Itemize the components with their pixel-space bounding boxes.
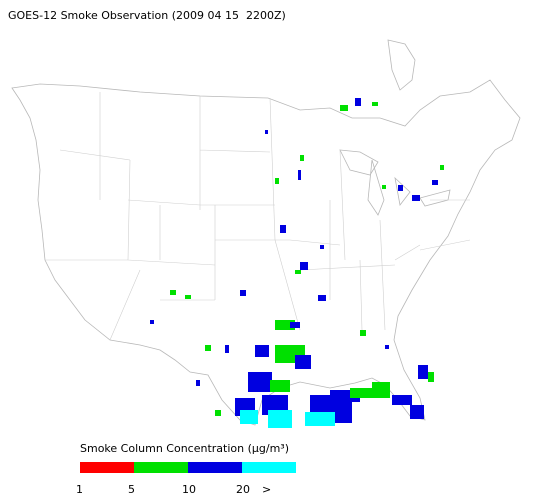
- smoke-cluster: [280, 225, 286, 233]
- smoke-cluster: [350, 388, 390, 398]
- smoke-cluster: [372, 102, 378, 106]
- smoke-cluster: [440, 165, 444, 170]
- legend-swatch: [188, 462, 242, 473]
- smoke-cluster: [428, 372, 434, 382]
- smoke-cluster: [385, 345, 389, 349]
- smoke-cluster: [398, 185, 403, 191]
- state-lines: [45, 92, 471, 341]
- smoke-cluster: [275, 178, 279, 184]
- smoke-cluster: [295, 270, 301, 274]
- map-title: GOES-12 Smoke Observation (2009 04 15 22…: [8, 9, 286, 22]
- legend-tick-label: 10: [182, 483, 196, 496]
- legend-swatch: [80, 462, 134, 473]
- smoke-cluster: [298, 170, 301, 180]
- smoke-cluster: [382, 185, 386, 189]
- smoke-cluster: [412, 195, 420, 201]
- smoke-cluster: [360, 330, 366, 336]
- legend-colorbar: 1 5 10 20: [76, 462, 296, 496]
- smoke-pixels: [150, 98, 444, 428]
- legend-overflow-label: >: [262, 483, 271, 496]
- smoke-cluster: [372, 382, 390, 390]
- smoke-cluster: [418, 365, 428, 379]
- smoke-cluster: [255, 345, 269, 357]
- smoke-cluster: [268, 410, 292, 428]
- smoke-cluster: [318, 295, 326, 301]
- legend-tick-label: 20: [236, 483, 250, 496]
- smoke-cluster: [205, 345, 211, 351]
- legend-swatch: [242, 462, 296, 473]
- smoke-cluster: [270, 380, 290, 392]
- smoke-cluster: [225, 345, 229, 353]
- smoke-cluster: [300, 155, 304, 161]
- lakes-canada: [339, 39, 451, 216]
- smoke-cluster: [196, 380, 200, 386]
- smoke-cluster: [240, 410, 258, 424]
- smoke-cluster: [248, 372, 272, 392]
- smoke-cluster: [410, 405, 424, 419]
- smoke-cluster: [185, 295, 191, 299]
- smoke-cluster: [275, 320, 295, 330]
- smoke-cluster: [340, 105, 348, 111]
- smoke-cluster: [300, 262, 308, 270]
- smoke-cluster: [320, 245, 324, 249]
- smoke-cluster: [295, 355, 311, 369]
- smoke-cluster: [150, 320, 154, 324]
- smoke-cluster: [305, 412, 335, 426]
- smoke-cluster: [215, 410, 221, 416]
- smoke-cluster: [240, 290, 246, 296]
- smoke-cluster: [392, 395, 412, 405]
- basemap: [11, 39, 521, 426]
- legend-tick-label: 1: [76, 483, 83, 496]
- smoke-cluster: [355, 98, 361, 106]
- legend-swatch: [134, 462, 188, 473]
- smoke-cluster: [170, 290, 176, 295]
- coastline: [11, 79, 521, 426]
- smoke-cluster: [290, 322, 300, 328]
- smoke-cluster: [265, 130, 268, 134]
- legend-title: Smoke Column Concentration (μg/m³): [80, 442, 289, 455]
- smoke-cluster: [432, 180, 438, 185]
- legend-tick-label: 5: [128, 483, 135, 496]
